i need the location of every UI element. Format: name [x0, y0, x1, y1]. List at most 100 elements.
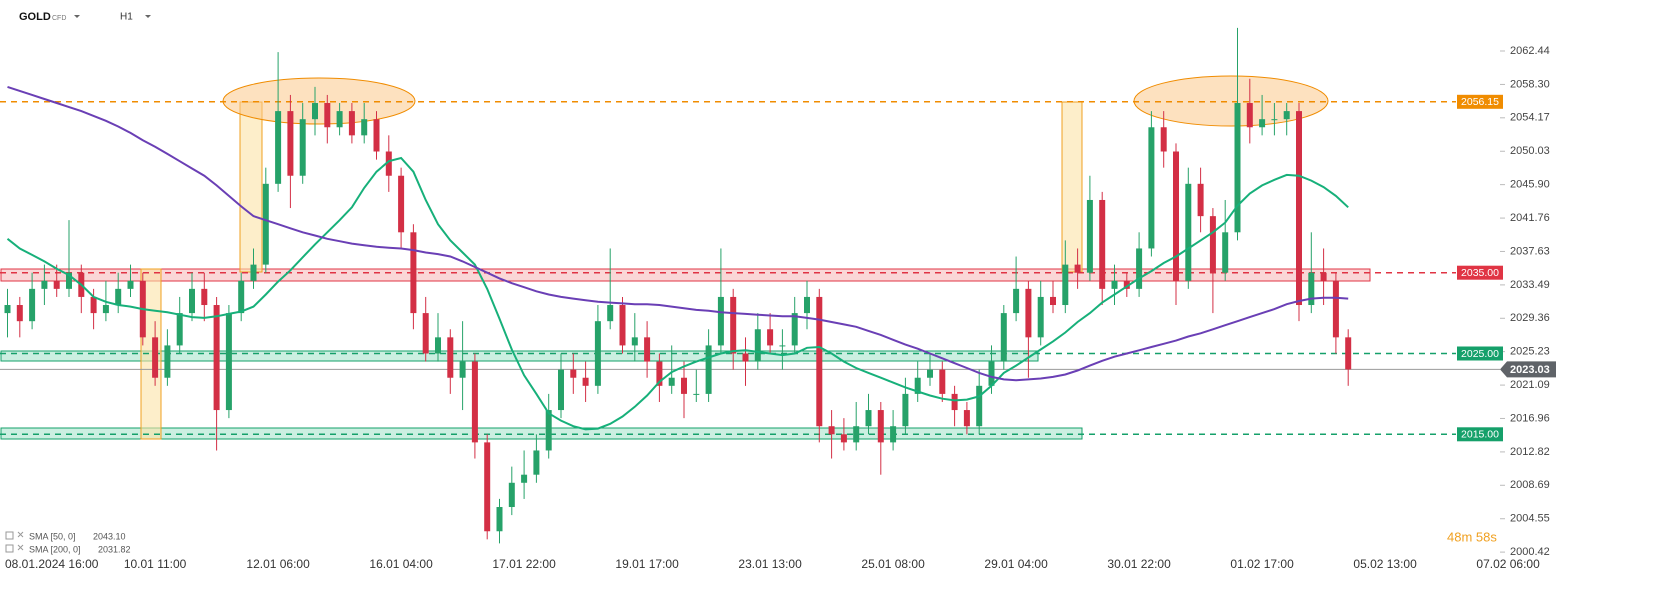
- candle-body: [410, 232, 417, 314]
- candle-body: [816, 296, 823, 427]
- candle-body: [939, 369, 946, 394]
- x-tick-label: 05.02 13:00: [1353, 557, 1417, 571]
- candle-body: [348, 111, 355, 136]
- y-tick-label: 2029.36: [1510, 312, 1550, 324]
- candle-body: [804, 296, 810, 314]
- dropdown-caret[interactable]: [145, 15, 151, 18]
- highlight-ellipse: [222, 77, 416, 125]
- support-zone: [0, 427, 1083, 440]
- last-price-tag: [1500, 361, 1556, 378]
- x-tick-label: 16.01 04:00: [369, 557, 433, 571]
- candle-body: [902, 393, 909, 427]
- legend-close[interactable]: [17, 544, 24, 551]
- candle-body: [1111, 280, 1118, 289]
- candle-body: [1136, 248, 1143, 289]
- legend-close[interactable]: [17, 531, 24, 538]
- candle-body: [1185, 183, 1192, 281]
- legend-icon[interactable]: [5, 544, 14, 553]
- candle-body: [1074, 264, 1081, 273]
- x-tick-label: 10.01 11:00: [124, 557, 187, 571]
- symbol-type: CFD: [52, 15, 66, 22]
- candle-body: [779, 345, 786, 347]
- symbol[interactable]: GOLD: [19, 11, 51, 23]
- candle-body: [791, 313, 798, 346]
- candle-body: [16, 305, 23, 322]
- candle-body: [976, 385, 983, 427]
- y-tick-label: 2050.03: [1510, 145, 1550, 157]
- candle-body: [1246, 103, 1253, 128]
- candle-body: [102, 305, 109, 314]
- candle-body: [262, 183, 269, 265]
- candle-body: [767, 329, 774, 346]
- candle-body: [459, 361, 466, 378]
- candle-body: [1271, 119, 1278, 121]
- candle-body: [213, 305, 220, 411]
- candle-body: [1062, 264, 1069, 306]
- x-tick-label: 01.02 17:00: [1230, 557, 1294, 571]
- candle-body: [176, 313, 183, 346]
- candle-body: [312, 103, 318, 120]
- candle-body: [1234, 103, 1241, 233]
- candle-body: [914, 377, 921, 394]
- candle-body: [1308, 272, 1315, 306]
- legend-label: SMA [50, 0]: [29, 531, 76, 541]
- candle-body: [840, 434, 847, 443]
- candle-body: [1086, 199, 1093, 273]
- candle-body: [1332, 280, 1339, 338]
- candle-body: [644, 337, 651, 362]
- candle-body: [1197, 183, 1204, 217]
- level-tag: [1457, 265, 1503, 280]
- candle-body: [287, 111, 294, 176]
- candle-body: [422, 313, 429, 354]
- candle-body: [164, 345, 171, 378]
- candle-body: [1000, 313, 1007, 362]
- level-tag: [1457, 94, 1503, 109]
- level-label: 2056.15: [1461, 96, 1499, 108]
- candle-body: [570, 369, 577, 378]
- candle-body: [1013, 288, 1020, 314]
- legend-icon[interactable]: [5, 531, 14, 540]
- x-tick-label: 30.01 22:00: [1107, 557, 1171, 571]
- y-tick-label: 2012.82: [1510, 446, 1550, 458]
- y-tick-label: 2045.90: [1510, 179, 1550, 191]
- candle-body: [127, 280, 134, 289]
- candle-body: [189, 288, 195, 314]
- last-price-label: 2023.03: [1510, 364, 1550, 376]
- candle-body: [1148, 127, 1155, 249]
- candle-body: [963, 410, 970, 427]
- candle-body: [1296, 111, 1302, 306]
- candle-body: [693, 393, 700, 395]
- candle-body: [594, 321, 601, 386]
- candle-body: [385, 151, 392, 176]
- x-tick-label: 23.01 13:00: [738, 557, 802, 571]
- timeframe[interactable]: H1: [120, 12, 133, 23]
- candle-body: [373, 119, 380, 152]
- candle-body: [681, 377, 687, 394]
- level-tag: [1457, 427, 1503, 442]
- candle-body: [90, 296, 97, 314]
- candle-body: [705, 345, 712, 394]
- legend: SMA [50, 0] 2043.10 SMA [200, 0] 2031.82: [5, 531, 131, 554]
- dropdown-caret[interactable]: [74, 15, 80, 18]
- y-tick-label: 2058.30: [1510, 78, 1550, 90]
- candle-body: [668, 377, 675, 386]
- candle-body: [1050, 296, 1056, 306]
- y-tick-label: 2062.44: [1510, 45, 1550, 57]
- candle-body: [853, 426, 860, 443]
- x-tick-label: 17.01 22:00: [492, 557, 556, 571]
- sma-line: [7, 85, 1349, 382]
- legend-value: 2031.82: [98, 544, 131, 554]
- candle-countdown: 48m 58s: [1447, 529, 1497, 544]
- level-label: 2025.00: [1461, 348, 1499, 360]
- y-tick-label: 2033.49: [1510, 279, 1550, 291]
- candle-body: [927, 369, 933, 378]
- candle-body: [435, 337, 441, 354]
- level-label: 2015.00: [1461, 429, 1499, 441]
- level-label: 2035.00: [1461, 267, 1499, 279]
- candle-body: [717, 296, 724, 346]
- x-tick-label: 07.02 06:00: [1476, 557, 1540, 571]
- candle-body: [754, 329, 761, 362]
- candle-body: [225, 313, 232, 411]
- y-tick-label: 2025.23: [1510, 346, 1550, 358]
